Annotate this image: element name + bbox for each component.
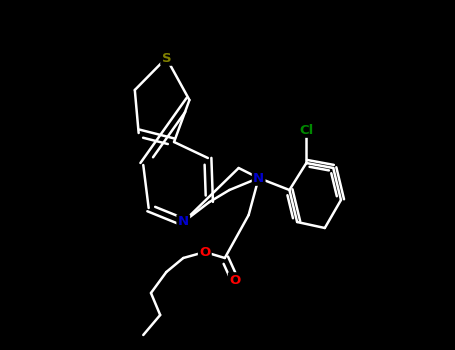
Text: O: O xyxy=(229,273,240,287)
Text: N: N xyxy=(253,172,264,184)
Text: O: O xyxy=(199,245,210,259)
Text: N: N xyxy=(178,216,189,229)
Text: Cl: Cl xyxy=(299,124,313,136)
Text: S: S xyxy=(162,51,171,64)
